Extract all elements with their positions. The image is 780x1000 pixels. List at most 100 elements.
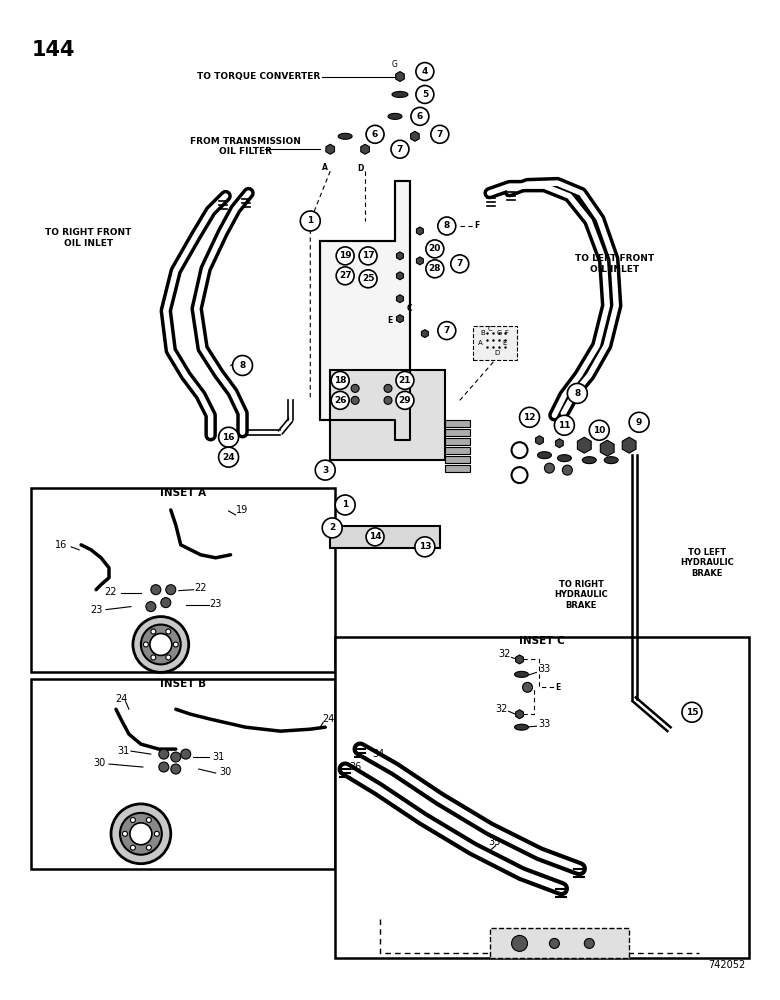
Text: TO RIGHT
HYDRAULIC
BRAKE: TO RIGHT HYDRAULIC BRAKE xyxy=(555,580,608,610)
Circle shape xyxy=(416,63,434,80)
Circle shape xyxy=(322,518,342,538)
Text: 30: 30 xyxy=(93,758,105,768)
Text: 5: 5 xyxy=(422,90,428,99)
Text: D: D xyxy=(357,164,363,173)
Circle shape xyxy=(151,655,156,660)
Text: 15: 15 xyxy=(686,708,698,717)
Text: 6: 6 xyxy=(372,130,378,139)
Bar xyxy=(473,326,516,360)
Text: 33: 33 xyxy=(538,719,551,729)
Circle shape xyxy=(351,396,359,404)
Text: 3: 3 xyxy=(322,466,328,475)
Bar xyxy=(31,488,335,672)
Circle shape xyxy=(519,407,540,427)
Text: 12: 12 xyxy=(523,413,536,422)
Text: 18: 18 xyxy=(334,376,346,385)
Circle shape xyxy=(332,371,349,389)
Circle shape xyxy=(300,211,321,231)
Text: F: F xyxy=(505,330,509,336)
Circle shape xyxy=(332,391,349,409)
Text: INSET B: INSET B xyxy=(160,679,206,689)
Circle shape xyxy=(438,217,456,235)
Circle shape xyxy=(629,412,649,432)
Text: E: E xyxy=(555,683,560,692)
Text: 36: 36 xyxy=(349,762,361,772)
Text: INSET A: INSET A xyxy=(160,488,206,498)
Text: 20: 20 xyxy=(429,244,441,253)
Circle shape xyxy=(431,125,448,143)
Text: 30: 30 xyxy=(219,767,232,777)
Bar xyxy=(335,637,749,958)
Bar xyxy=(31,679,335,869)
Text: 1: 1 xyxy=(307,216,314,225)
Circle shape xyxy=(336,267,354,285)
Circle shape xyxy=(130,818,136,822)
Text: F: F xyxy=(474,221,480,230)
Text: 7: 7 xyxy=(437,130,443,139)
Circle shape xyxy=(366,528,384,546)
Text: 19: 19 xyxy=(339,251,352,260)
Circle shape xyxy=(232,356,253,375)
Circle shape xyxy=(315,460,335,480)
Text: 33: 33 xyxy=(538,664,551,674)
Text: 16: 16 xyxy=(55,540,67,550)
Circle shape xyxy=(133,617,189,672)
Text: 31: 31 xyxy=(212,752,225,762)
Circle shape xyxy=(544,463,555,473)
Bar xyxy=(445,420,470,427)
Text: 32: 32 xyxy=(495,704,508,714)
Text: C: C xyxy=(407,304,413,313)
Ellipse shape xyxy=(392,91,408,97)
Circle shape xyxy=(146,602,156,612)
Circle shape xyxy=(567,383,587,403)
Text: E: E xyxy=(502,340,507,346)
Text: TO LEFT
HYDRAULIC
BRAKE: TO LEFT HYDRAULIC BRAKE xyxy=(680,548,734,578)
Text: 24: 24 xyxy=(222,453,235,462)
Circle shape xyxy=(523,682,533,692)
Circle shape xyxy=(120,813,161,855)
Circle shape xyxy=(159,762,168,772)
Circle shape xyxy=(555,415,574,435)
Text: 8: 8 xyxy=(444,221,450,230)
Text: 7: 7 xyxy=(444,326,450,335)
Circle shape xyxy=(396,391,414,409)
Ellipse shape xyxy=(515,671,529,677)
Text: 11: 11 xyxy=(558,421,571,430)
Text: 27: 27 xyxy=(339,271,352,280)
Text: 9: 9 xyxy=(636,418,642,427)
Circle shape xyxy=(147,845,151,850)
Circle shape xyxy=(562,465,573,475)
Circle shape xyxy=(359,270,377,288)
Circle shape xyxy=(584,938,594,948)
Circle shape xyxy=(147,818,151,822)
Circle shape xyxy=(171,764,181,774)
Text: 17: 17 xyxy=(362,251,374,260)
Text: 34: 34 xyxy=(372,749,385,759)
Text: 26: 26 xyxy=(334,396,346,405)
Bar xyxy=(330,370,445,460)
Circle shape xyxy=(161,598,171,608)
Circle shape xyxy=(589,420,609,440)
Ellipse shape xyxy=(388,113,402,119)
Text: INSET C: INSET C xyxy=(519,636,565,646)
Ellipse shape xyxy=(339,133,352,139)
Bar xyxy=(330,526,440,548)
Text: 144: 144 xyxy=(31,40,75,60)
Circle shape xyxy=(512,935,527,951)
Text: TO RIGHT FRONT
OIL INLET: TO RIGHT FRONT OIL INLET xyxy=(45,228,131,248)
Text: 7: 7 xyxy=(456,259,463,268)
Text: 22: 22 xyxy=(194,583,207,593)
Text: 21: 21 xyxy=(399,376,411,385)
Bar xyxy=(445,438,470,445)
Circle shape xyxy=(384,396,392,404)
Bar xyxy=(445,447,470,454)
Text: 2: 2 xyxy=(329,523,335,532)
Circle shape xyxy=(438,322,456,340)
Text: 1: 1 xyxy=(342,500,349,509)
Circle shape xyxy=(173,642,179,647)
Circle shape xyxy=(171,752,181,762)
Text: 31: 31 xyxy=(117,746,129,756)
Circle shape xyxy=(426,260,444,278)
Circle shape xyxy=(151,629,156,634)
Text: 742052: 742052 xyxy=(708,960,746,970)
